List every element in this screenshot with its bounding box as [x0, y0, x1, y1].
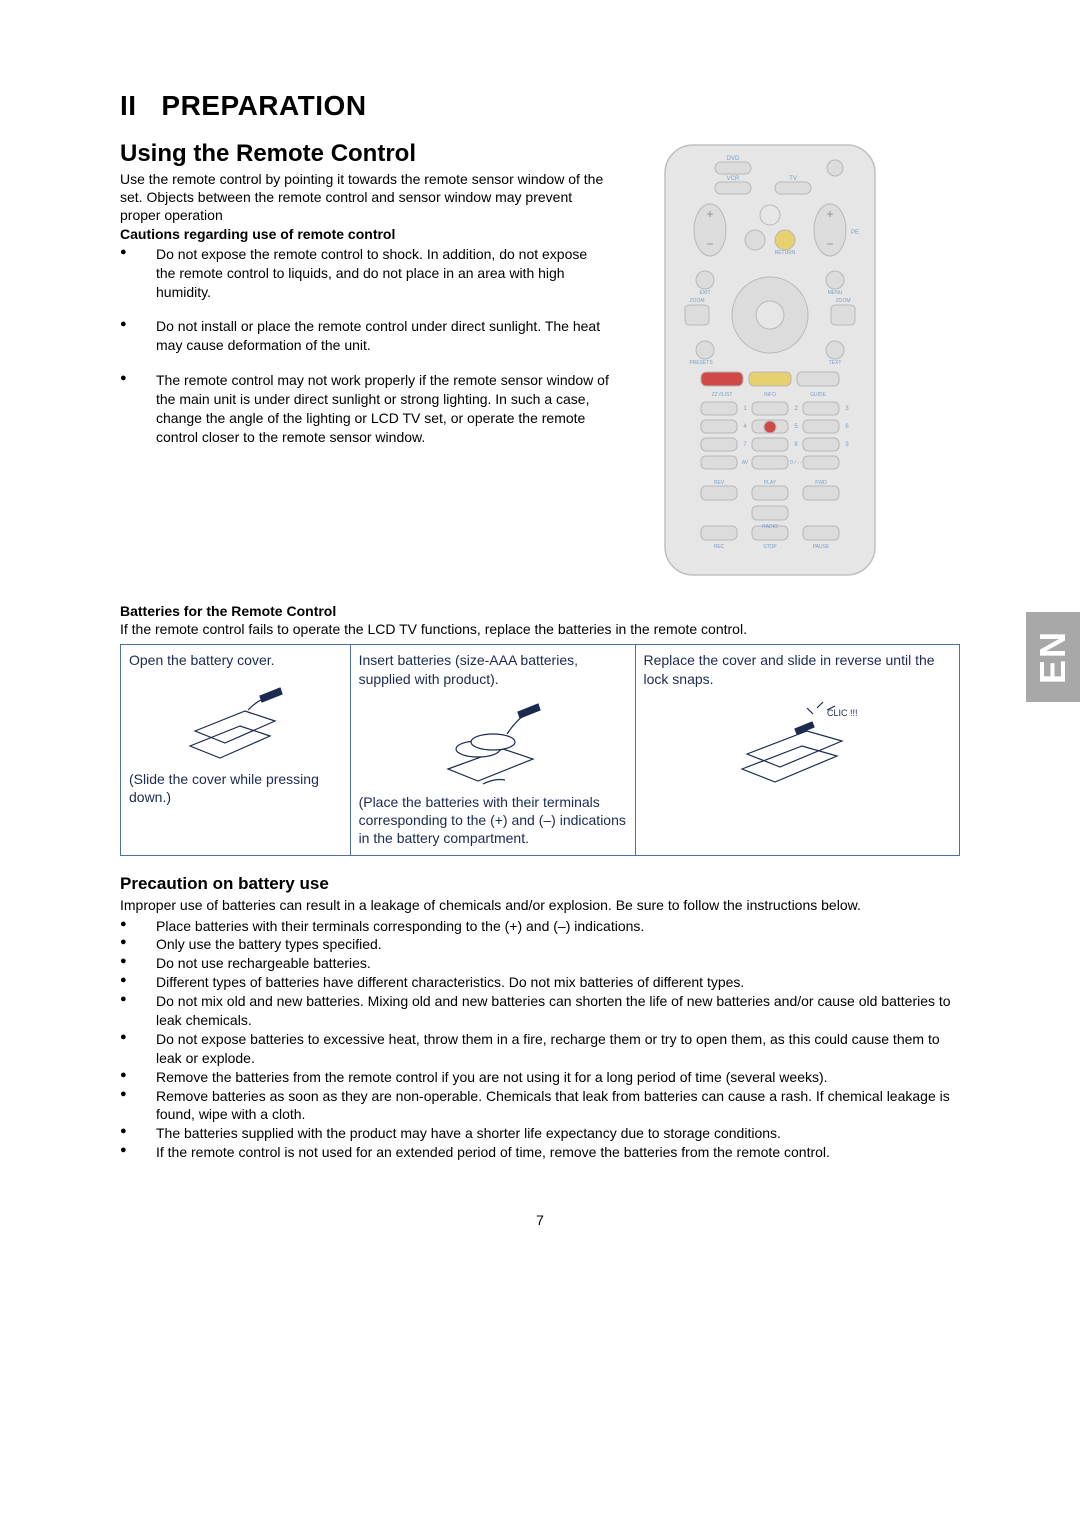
svg-text:RETURN: RETURN [775, 250, 796, 256]
svg-text:STOP: STOP [763, 544, 777, 550]
svg-text:CLIC !!!: CLIC !!! [827, 708, 858, 718]
cautions-heading: Cautions regarding use of remote control [120, 225, 610, 243]
step1-illustration [170, 676, 300, 766]
precaution-item: Remove batteries as soon as they are non… [120, 1087, 960, 1125]
remote-heading: Using the Remote Control [120, 140, 610, 168]
svg-text:ZOOM: ZOOM [690, 298, 705, 304]
step3-top: Replace the cover and slide in reverse u… [644, 652, 935, 686]
precaution-item: Only use the battery types specified. [120, 935, 960, 954]
precaution-list: Place batteries with their terminals cor… [120, 917, 960, 1163]
battery-step-3: Replace the cover and slide in reverse u… [635, 645, 960, 856]
svg-text:FWD: FWD [815, 480, 827, 486]
step2-top: Insert batteries (size-AAA batteries, su… [359, 652, 578, 686]
caution-item: Do not install or place the remote contr… [120, 317, 610, 355]
page-number: 7 [120, 1212, 960, 1228]
section-number: II [120, 90, 137, 121]
svg-text:TEXT: TEXT [829, 360, 842, 366]
remote-illustration: DVD VCR TV + − + − RETURN PE EXIT MENU ZOO… [630, 140, 910, 580]
svg-text:VCR: VCR [727, 176, 740, 182]
batteries-intro: If the remote control fails to operate t… [120, 620, 960, 638]
svg-text:DVD: DVD [727, 156, 740, 162]
svg-text:+: + [706, 207, 713, 221]
section-heading: II PREPARATION [120, 90, 960, 122]
svg-text:PRESETS: PRESETS [689, 360, 713, 366]
caution-item: The remote control may not work properly… [120, 371, 610, 447]
battery-step-2: Insert batteries (size-AAA batteries, su… [350, 645, 635, 856]
remote-svg: DVD VCR TV + − + − RETURN PE EXIT MENU ZOO… [655, 140, 885, 580]
step2-illustration [423, 694, 563, 789]
precaution-item: The batteries supplied with the product … [120, 1124, 960, 1143]
svg-text:AV: AV [742, 460, 749, 466]
batteries-heading: Batteries for the Remote Control [120, 602, 960, 620]
remote-intro: Use the remote control by pointing it to… [120, 170, 610, 225]
svg-text:ZOOM: ZOOM [836, 298, 851, 304]
precaution-heading: Precaution on battery use [120, 874, 960, 894]
precaution-item: Place batteries with their terminals cor… [120, 917, 960, 936]
precaution-item: Do not expose batteries to excessive hea… [120, 1030, 960, 1068]
svg-text:−: − [826, 237, 833, 251]
svg-text:MENU: MENU [828, 290, 843, 296]
precaution-intro: Improper use of batteries can result in … [120, 896, 960, 914]
svg-text:REC: REC [714, 544, 725, 550]
cautions-list: Do not expose the remote control to shoc… [120, 245, 610, 447]
step1-top: Open the battery cover. [129, 652, 275, 668]
section-title: PREPARATION [161, 90, 366, 121]
svg-text:+: + [826, 207, 833, 221]
svg-text:PLAY: PLAY [764, 480, 777, 486]
svg-text:ZZ://LIST: ZZ://LIST [712, 392, 733, 398]
precaution-item: Different types of batteries have differ… [120, 973, 960, 992]
step1-bottom: (Slide the cover while pressing down.) [129, 771, 319, 805]
svg-text:TV: TV [789, 176, 797, 182]
battery-step-1: Open the battery cover. (Slide the cover… [121, 645, 351, 856]
svg-text:RADIO: RADIO [762, 524, 778, 530]
caution-item: Do not expose the remote control to shoc… [120, 245, 610, 302]
precaution-item: If the remote control is not used for an… [120, 1143, 960, 1162]
svg-text:REV: REV [714, 480, 725, 486]
step3-illustration: CLIC !!! [717, 694, 877, 789]
svg-text:−: − [706, 237, 713, 251]
precaution-item: Do not use rechargeable batteries. [120, 954, 960, 973]
svg-text:INFO: INFO [764, 392, 776, 398]
step2-bottom: (Place the batteries with their terminal… [359, 794, 626, 846]
svg-text:PAUSE: PAUSE [813, 544, 830, 550]
precaution-item: Do not mix old and new batteries. Mixing… [120, 992, 960, 1030]
svg-text:PE: PE [851, 230, 859, 236]
svg-text:GUIDE: GUIDE [810, 392, 827, 398]
svg-text:EXIT: EXIT [699, 290, 710, 296]
svg-text:0 / - -: 0 / - - [790, 460, 802, 466]
battery-steps-table: Open the battery cover. (Slide the cover… [120, 644, 960, 856]
precaution-item: Remove the batteries from the remote con… [120, 1068, 960, 1087]
